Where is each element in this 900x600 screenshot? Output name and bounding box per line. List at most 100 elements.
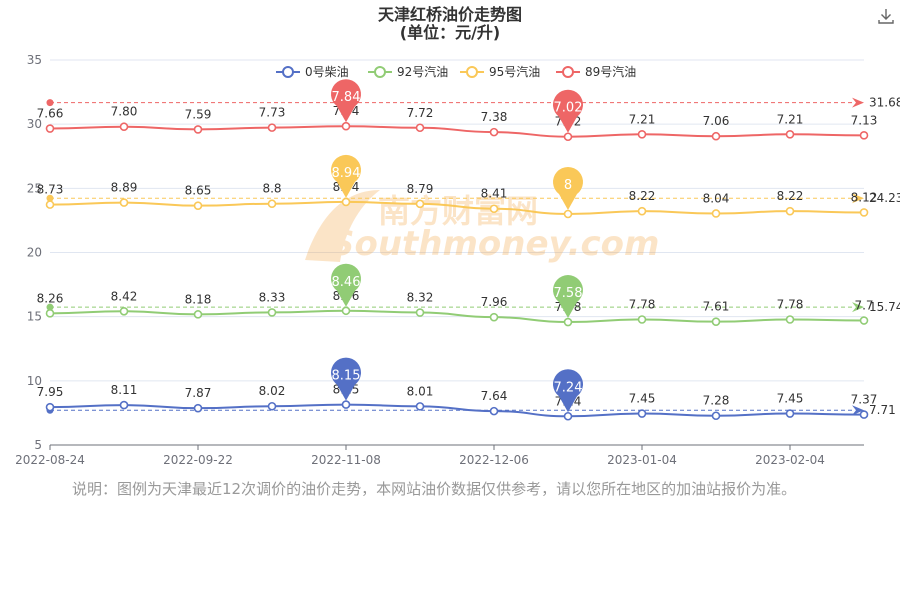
data-point: [415, 402, 425, 411]
data-label: 7.73: [259, 106, 286, 120]
data-label: 8.41: [481, 187, 508, 201]
x-tick-label: 2023-01-04: [607, 453, 677, 467]
average-label: 15.74: [869, 300, 900, 314]
data-point: [785, 130, 795, 139]
data-point: [637, 315, 647, 324]
data-point: [785, 315, 795, 324]
y-tick-label: 20: [27, 246, 42, 260]
y-tick-label: 30: [27, 117, 42, 131]
data-point: [637, 206, 647, 216]
legend-item[interactable]: 92号汽油: [368, 64, 448, 79]
data-point: [193, 310, 203, 319]
max-marker: 8.94: [331, 154, 362, 198]
data-point: [119, 400, 129, 410]
min-marker: 8: [553, 167, 584, 210]
data-point: [45, 402, 55, 412]
data-point: [267, 199, 277, 209]
watermark: 南方财富网 Southmoney.com: [305, 190, 659, 264]
average-arrow: [852, 405, 864, 416]
data-label: 7.59: [185, 107, 212, 121]
data-point: [859, 208, 869, 217]
max-marker-value: 7.84: [332, 90, 361, 105]
data-point: [563, 317, 573, 327]
x-tick-label: 2022-11-08: [311, 453, 381, 467]
legend-symbol: [562, 66, 574, 78]
data-label: 7.21: [777, 112, 804, 126]
min-marker: 7.02: [553, 89, 584, 133]
data-point: [341, 197, 351, 207]
average-label: 24.23: [869, 191, 900, 205]
data-label: 8.33: [259, 290, 286, 304]
data-label: 8.01: [407, 384, 434, 398]
max-marker-shape: [331, 357, 362, 401]
y-tick-label: 5: [34, 438, 42, 452]
data-point: [711, 317, 721, 326]
legend-symbol: [374, 66, 386, 78]
min-marker-shape: [553, 89, 584, 133]
grid-lines: [50, 59, 864, 382]
data-label: 8.65: [185, 184, 212, 198]
legend-label: 0号柴油: [305, 65, 349, 79]
series-line: [49, 125, 865, 138]
data-point: [193, 125, 203, 134]
data-label: 7.28: [703, 394, 730, 408]
data-point: [119, 306, 129, 316]
download-icon[interactable]: [878, 9, 894, 24]
min-marker-value: 7.58: [554, 286, 583, 301]
legend-item[interactable]: 95号汽油: [460, 64, 540, 79]
min-marker-value: 8: [564, 178, 572, 193]
data-point: [45, 124, 55, 133]
y-tick-label: 25: [27, 181, 42, 195]
data-label: 7.78: [777, 297, 804, 311]
data-point: [267, 308, 277, 317]
x-tick-label: 2022-12-06: [459, 453, 529, 467]
data-label: 7.95: [37, 385, 64, 399]
series-0号柴油: 7.71 7.95 8.11 7.87 8.02 8.15 8.01 7.64 7.24 7.45…: [37, 357, 896, 421]
average-arrow: [852, 302, 864, 313]
legend-item[interactable]: 0号柴油: [276, 65, 349, 79]
data-point: [415, 199, 425, 209]
average-label: 31.68: [869, 96, 900, 110]
data-label: 7.45: [777, 392, 804, 406]
chart-note: 说明：图例为天津最近12次调价的油价走势，本网站油价数据仅供参考，请以您所在地区…: [72, 480, 797, 498]
data-point: [859, 131, 869, 140]
series-95号汽油: 24.23 8.73 8.89 8.65 8.8 8.94 8.79 8.41 8 8.22 8.0…: [37, 154, 900, 219]
data-label: 7.21: [629, 112, 656, 126]
max-marker-shape: [331, 263, 362, 307]
watermark-en: Southmoney.com: [330, 224, 659, 264]
data-label: 7.80: [111, 105, 138, 119]
legend-symbol: [466, 66, 478, 78]
data-label: 7.06: [703, 114, 730, 128]
data-point: [341, 306, 351, 316]
data-label: 8.26: [37, 291, 64, 305]
data-label: 8.22: [777, 189, 804, 203]
legend-label: 89号汽油: [585, 64, 636, 79]
data-label: 8.11: [111, 383, 138, 397]
chart-subtitle: (单位：元/升): [400, 23, 500, 42]
data-label: 7.45: [629, 392, 656, 406]
max-marker-value: 8.46: [332, 275, 361, 290]
max-marker-shape: [331, 79, 362, 123]
data-point: [489, 406, 499, 416]
max-marker: 7.84: [331, 79, 362, 123]
legend-item[interactable]: 89号汽油: [556, 64, 636, 79]
data-label: 7.7: [854, 299, 873, 313]
average-label: 7.71: [869, 403, 896, 417]
max-marker: 8.46: [331, 263, 362, 307]
data-label: 8.42: [111, 289, 138, 303]
legend-symbol: [282, 66, 294, 78]
min-marker-shape: [553, 369, 584, 413]
min-marker: 7.58: [553, 275, 584, 319]
x-tick-label: 2023-02-04: [755, 453, 825, 467]
legend[interactable]: 0号柴油 92号汽油 95号汽油 89号汽油: [276, 64, 636, 79]
average-arrow: [852, 97, 864, 108]
min-marker-shape: [553, 167, 584, 210]
data-point: [563, 132, 573, 142]
data-point: [859, 316, 869, 325]
data-label: 8.12: [851, 190, 878, 204]
data-point: [785, 409, 795, 418]
y-tick-label: 35: [27, 53, 42, 67]
data-label: 7.87: [185, 386, 212, 400]
data-point: [119, 198, 129, 207]
